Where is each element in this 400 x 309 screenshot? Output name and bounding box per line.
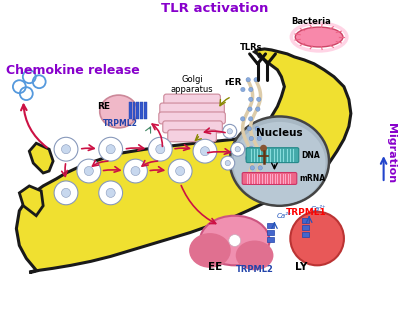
- FancyBboxPatch shape: [160, 103, 224, 115]
- Circle shape: [256, 97, 261, 101]
- Text: Nucleus: Nucleus: [256, 128, 303, 138]
- Text: rER: rER: [224, 78, 242, 87]
- Circle shape: [124, 159, 147, 183]
- Circle shape: [260, 145, 267, 152]
- Circle shape: [240, 117, 245, 121]
- Ellipse shape: [230, 116, 329, 206]
- Circle shape: [231, 142, 245, 156]
- Text: RE: RE: [97, 103, 110, 112]
- Circle shape: [62, 188, 70, 197]
- Text: TRPML2: TRPML2: [236, 265, 274, 274]
- Polygon shape: [29, 143, 53, 173]
- Circle shape: [54, 137, 78, 161]
- Circle shape: [221, 156, 235, 170]
- Circle shape: [249, 97, 253, 101]
- Circle shape: [241, 146, 245, 150]
- Ellipse shape: [200, 216, 270, 265]
- Circle shape: [84, 167, 93, 176]
- Text: Migration: Migration: [386, 123, 396, 183]
- Polygon shape: [19, 186, 43, 216]
- FancyBboxPatch shape: [268, 223, 274, 228]
- FancyBboxPatch shape: [302, 231, 309, 237]
- FancyBboxPatch shape: [132, 102, 136, 119]
- Circle shape: [106, 188, 115, 197]
- Circle shape: [249, 136, 254, 141]
- FancyBboxPatch shape: [144, 102, 147, 119]
- Circle shape: [256, 107, 260, 111]
- FancyBboxPatch shape: [268, 230, 274, 235]
- Text: TRPML1: TRPML1: [286, 208, 327, 217]
- Circle shape: [255, 126, 259, 131]
- Circle shape: [253, 156, 258, 160]
- FancyBboxPatch shape: [140, 102, 144, 119]
- Ellipse shape: [233, 122, 326, 204]
- Circle shape: [77, 159, 101, 183]
- Circle shape: [249, 87, 253, 92]
- Circle shape: [225, 160, 230, 166]
- Text: TRPML2: TRPML2: [103, 119, 138, 128]
- Circle shape: [106, 145, 115, 154]
- Text: TLR activation: TLR activation: [161, 2, 268, 15]
- FancyBboxPatch shape: [268, 237, 274, 242]
- Circle shape: [99, 181, 122, 205]
- FancyBboxPatch shape: [242, 172, 297, 184]
- FancyBboxPatch shape: [159, 112, 225, 124]
- Circle shape: [248, 107, 252, 111]
- Circle shape: [235, 146, 240, 152]
- Polygon shape: [16, 49, 351, 272]
- Circle shape: [249, 146, 253, 150]
- Ellipse shape: [189, 233, 231, 268]
- Circle shape: [229, 235, 241, 247]
- Circle shape: [131, 167, 140, 176]
- Circle shape: [148, 137, 172, 161]
- Circle shape: [156, 145, 165, 154]
- FancyBboxPatch shape: [163, 121, 222, 133]
- FancyBboxPatch shape: [302, 225, 309, 230]
- FancyBboxPatch shape: [246, 148, 299, 163]
- FancyBboxPatch shape: [128, 102, 132, 119]
- Text: DNA: DNA: [301, 151, 320, 160]
- Circle shape: [62, 145, 70, 154]
- Circle shape: [250, 166, 254, 170]
- Circle shape: [99, 137, 122, 161]
- FancyBboxPatch shape: [168, 130, 216, 142]
- Circle shape: [54, 181, 78, 205]
- Text: TLRs: TLRs: [240, 43, 263, 52]
- Text: EE: EE: [208, 262, 222, 272]
- FancyBboxPatch shape: [302, 218, 309, 223]
- Circle shape: [223, 125, 237, 138]
- Circle shape: [200, 147, 210, 156]
- Text: Ca²⁺: Ca²⁺: [276, 213, 292, 219]
- Text: Ca²⁺: Ca²⁺: [311, 206, 327, 212]
- Text: Chemokine release: Chemokine release: [6, 64, 140, 77]
- Circle shape: [290, 212, 344, 265]
- Circle shape: [257, 136, 262, 141]
- Circle shape: [245, 156, 250, 160]
- FancyBboxPatch shape: [136, 102, 140, 119]
- Ellipse shape: [236, 240, 274, 270]
- Text: Bacteria: Bacteria: [291, 17, 331, 26]
- Circle shape: [241, 87, 245, 92]
- Circle shape: [258, 166, 262, 170]
- Text: Golgi
apparatus: Golgi apparatus: [171, 75, 213, 94]
- Circle shape: [193, 139, 217, 163]
- FancyBboxPatch shape: [164, 94, 220, 106]
- Circle shape: [176, 167, 185, 176]
- Circle shape: [246, 78, 250, 82]
- Text: LY: LY: [295, 262, 308, 272]
- Circle shape: [227, 129, 232, 134]
- Ellipse shape: [100, 95, 138, 128]
- Ellipse shape: [295, 27, 343, 47]
- Circle shape: [168, 159, 192, 183]
- Circle shape: [254, 78, 258, 82]
- Circle shape: [247, 126, 252, 131]
- Circle shape: [248, 117, 253, 121]
- Text: mRNA: mRNA: [299, 175, 325, 184]
